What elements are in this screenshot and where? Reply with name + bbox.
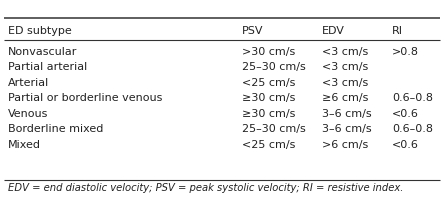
Text: 3–6 cm/s: 3–6 cm/s bbox=[322, 124, 372, 134]
Text: ED subtype: ED subtype bbox=[8, 26, 72, 36]
Text: <0.6: <0.6 bbox=[392, 139, 419, 149]
Text: 0.6–0.8: 0.6–0.8 bbox=[392, 93, 433, 103]
Text: <3 cm/s: <3 cm/s bbox=[322, 47, 368, 57]
Text: Arterial: Arterial bbox=[8, 78, 49, 88]
Text: Nonvascular: Nonvascular bbox=[8, 47, 77, 57]
Text: RI: RI bbox=[392, 26, 403, 36]
Text: EDV = end diastolic velocity; PSV = peak systolic velocity; RI = resistive index: EDV = end diastolic velocity; PSV = peak… bbox=[8, 182, 404, 192]
Text: 25–30 cm/s: 25–30 cm/s bbox=[242, 124, 306, 134]
Text: <3 cm/s: <3 cm/s bbox=[322, 62, 368, 72]
Text: 25–30 cm/s: 25–30 cm/s bbox=[242, 62, 306, 72]
Text: >30 cm/s: >30 cm/s bbox=[242, 47, 295, 57]
Text: Borderline mixed: Borderline mixed bbox=[8, 124, 103, 134]
Text: <3 cm/s: <3 cm/s bbox=[322, 78, 368, 88]
Text: EDV: EDV bbox=[322, 26, 345, 36]
Text: 0.6–0.8: 0.6–0.8 bbox=[392, 124, 433, 134]
Text: ≥30 cm/s: ≥30 cm/s bbox=[242, 93, 295, 103]
Text: ≥6 cm/s: ≥6 cm/s bbox=[322, 93, 369, 103]
Text: Partial or borderline venous: Partial or borderline venous bbox=[8, 93, 163, 103]
Text: <0.6: <0.6 bbox=[392, 108, 419, 118]
Text: >6 cm/s: >6 cm/s bbox=[322, 139, 368, 149]
Text: <25 cm/s: <25 cm/s bbox=[242, 78, 295, 88]
Text: 3–6 cm/s: 3–6 cm/s bbox=[322, 108, 372, 118]
Text: Mixed: Mixed bbox=[8, 139, 41, 149]
Text: PSV: PSV bbox=[242, 26, 263, 36]
Text: <25 cm/s: <25 cm/s bbox=[242, 139, 295, 149]
Text: ≥30 cm/s: ≥30 cm/s bbox=[242, 108, 295, 118]
Text: >0.8: >0.8 bbox=[392, 47, 419, 57]
Text: Partial arterial: Partial arterial bbox=[8, 62, 87, 72]
Text: Venous: Venous bbox=[8, 108, 48, 118]
